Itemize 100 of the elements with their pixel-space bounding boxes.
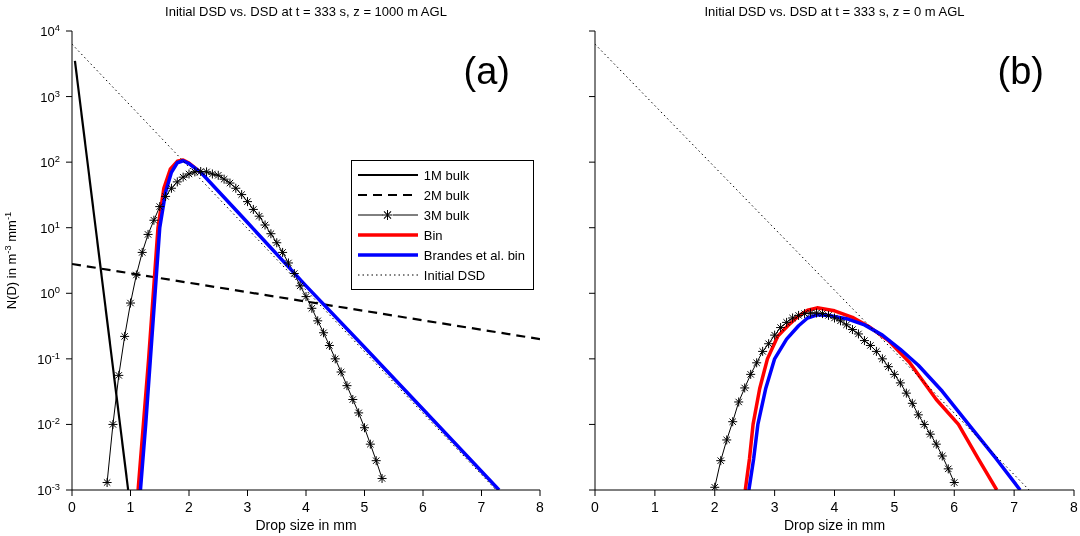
x-tick-label: 2 — [710, 499, 719, 515]
point — [877, 353, 888, 364]
point — [289, 268, 300, 279]
legend-label: 1M bulk — [423, 167, 470, 183]
point — [913, 409, 924, 420]
point — [751, 357, 762, 368]
annotation: (a) — [463, 50, 510, 93]
point — [769, 330, 780, 341]
point — [377, 473, 388, 484]
y-tick-label: 10$^{-2}$ — [37, 416, 60, 433]
point — [283, 257, 294, 268]
point — [853, 328, 864, 339]
x-tick-label: 1 — [650, 499, 659, 515]
point — [353, 407, 364, 418]
x-tick-label: 0 — [591, 499, 600, 515]
point — [107, 419, 118, 430]
point — [224, 178, 235, 189]
point — [102, 477, 113, 488]
y-tick-label: 10$^{-1}$ — [37, 350, 60, 367]
point — [236, 189, 247, 200]
point — [865, 340, 876, 351]
point — [745, 369, 756, 380]
point — [949, 477, 960, 488]
point — [143, 229, 154, 240]
x-tick-label: 0 — [68, 499, 77, 515]
point — [931, 439, 942, 450]
point — [166, 183, 177, 194]
chart-title: Initial DSD vs. DSD at t = 333 s, z = 1000 m AGL — [164, 4, 448, 19]
point — [359, 422, 370, 433]
x-axis-title: Drop size in mm — [255, 517, 357, 533]
y-tick-label: 10$^{4}$ — [40, 23, 60, 39]
x-tick-label: 7 — [1010, 499, 1019, 515]
x-tick-label: 4 — [302, 499, 311, 515]
point — [137, 247, 148, 258]
x-axis-title: Drop size in mm — [783, 517, 886, 533]
point — [739, 382, 750, 393]
point — [277, 247, 288, 258]
point — [254, 211, 265, 222]
y-tick-label: 10$^{2}$ — [40, 154, 60, 171]
point — [895, 377, 906, 388]
point — [709, 482, 720, 490]
point — [301, 291, 311, 302]
point — [125, 298, 136, 309]
point — [829, 312, 840, 323]
point — [195, 166, 206, 177]
point — [883, 361, 894, 372]
legend-label: 2M bulk — [423, 187, 470, 203]
x-tick-label: 2 — [185, 499, 194, 515]
line-series — [138, 159, 501, 490]
point — [295, 280, 306, 291]
point — [201, 166, 212, 177]
point — [841, 319, 852, 330]
point — [919, 419, 930, 430]
point — [219, 174, 230, 185]
point — [835, 315, 846, 326]
legend-label: Bin — [423, 227, 443, 243]
legend-label: Initial DSD — [423, 267, 486, 283]
x-tick-label: 5 — [360, 499, 369, 515]
x-tick-label: 6 — [419, 499, 428, 515]
point — [805, 308, 816, 319]
y-tick-label: 10$^{1}$ — [40, 219, 60, 236]
x-tick-label: 5 — [890, 499, 899, 515]
point — [871, 346, 882, 357]
x-tick-label: 7 — [477, 499, 486, 515]
x-tick-label: 8 — [1070, 499, 1079, 515]
point — [925, 429, 936, 440]
x-tick-label: 3 — [243, 499, 252, 515]
point — [230, 183, 241, 194]
point — [763, 338, 774, 349]
point — [715, 455, 726, 466]
x-tick-label: 8 — [536, 499, 545, 515]
point — [907, 398, 918, 409]
x-tick-label: 4 — [830, 499, 839, 515]
y-tick-label: 10$^{0}$ — [40, 285, 60, 302]
point — [306, 303, 317, 314]
point — [131, 270, 142, 281]
y-tick-label: 10$^{3}$ — [40, 88, 60, 105]
point — [119, 331, 130, 342]
point — [330, 353, 341, 364]
legend-label: 3M bulk — [423, 207, 470, 223]
point — [365, 439, 376, 450]
point — [207, 168, 218, 179]
point — [336, 367, 347, 378]
point — [341, 380, 352, 391]
point — [823, 310, 834, 321]
point — [889, 369, 900, 380]
point — [160, 191, 171, 202]
point — [265, 228, 276, 239]
point — [148, 215, 159, 226]
point — [154, 201, 165, 212]
x-tick-label: 1 — [126, 499, 135, 515]
x-tick-label: 6 — [950, 499, 959, 515]
point — [371, 455, 382, 466]
point — [859, 335, 870, 346]
point — [242, 196, 253, 207]
point — [733, 396, 744, 407]
point — [943, 463, 954, 474]
point — [817, 308, 828, 319]
point — [721, 434, 732, 445]
point — [318, 327, 329, 338]
